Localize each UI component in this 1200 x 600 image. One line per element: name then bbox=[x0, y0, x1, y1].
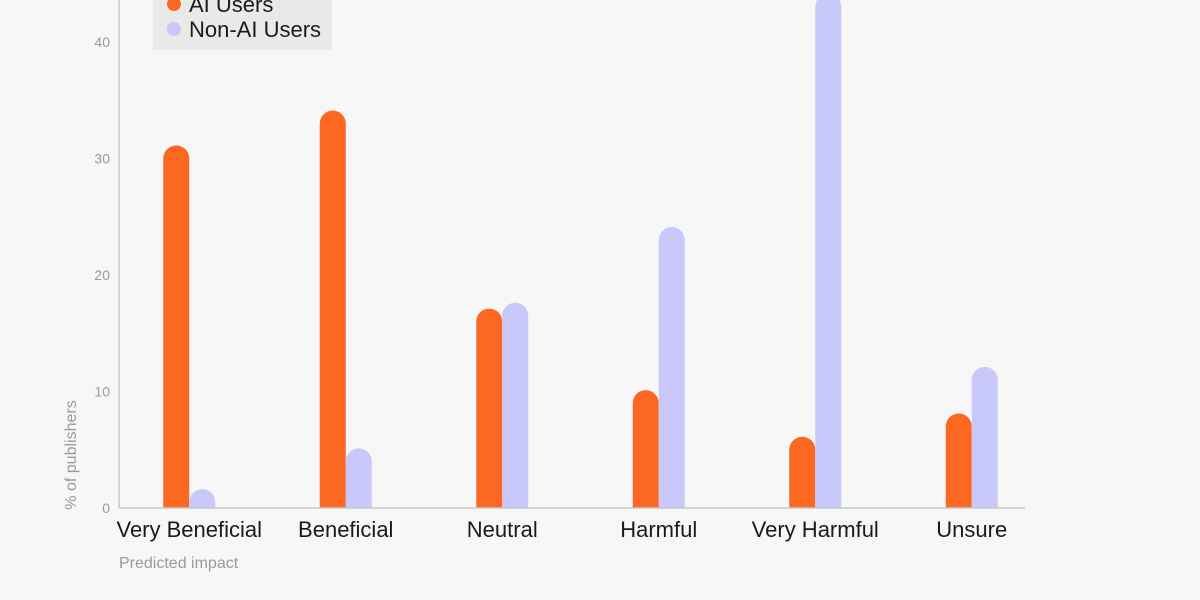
legend-swatch-ai-users bbox=[167, 0, 181, 11]
bar-ai-users-unsure bbox=[945, 413, 972, 508]
bar-non-ai-users-very-harmful bbox=[815, 0, 842, 508]
x-category-label: Very Harmful bbox=[752, 517, 879, 542]
bar-non-ai-users-unsure bbox=[971, 366, 998, 508]
y-tick-label: 20 bbox=[94, 267, 110, 283]
x-category-label: Unsure bbox=[936, 517, 1007, 542]
bar-ai-users-harmful bbox=[632, 390, 659, 508]
y-tick-label: 0 bbox=[102, 500, 110, 516]
bar-ai-users-very-beneficial bbox=[163, 145, 190, 509]
bar-ai-users-neutral bbox=[476, 308, 503, 508]
legend-swatch-non-ai-users bbox=[167, 22, 181, 36]
legend-box bbox=[153, 0, 332, 50]
x-category-label: Beneficial bbox=[298, 517, 393, 542]
y-tick-label: 40 bbox=[94, 34, 110, 50]
x-category-label: Harmful bbox=[620, 517, 697, 542]
y-tick-label: 10 bbox=[94, 384, 110, 400]
y-axis-title: % of publishers bbox=[63, 400, 80, 509]
y-tick-label: 30 bbox=[94, 151, 110, 167]
bar-non-ai-users-harmful bbox=[658, 227, 685, 508]
bar-non-ai-users-very-beneficial bbox=[189, 489, 216, 508]
x-category-label: Very Beneficial bbox=[116, 517, 262, 542]
bar-non-ai-users-beneficial bbox=[345, 448, 372, 508]
bar-ai-users-beneficial bbox=[319, 110, 346, 508]
bar-non-ai-users-neutral bbox=[502, 302, 529, 508]
x-axis-title: Predicted impact bbox=[119, 555, 239, 572]
legend-label-non-ai-users: Non-AI Users bbox=[189, 17, 321, 42]
legend-label-ai-users: AI Users bbox=[189, 0, 273, 17]
bar-ai-users-very-harmful bbox=[789, 436, 816, 508]
x-category-label: Neutral bbox=[467, 517, 538, 542]
